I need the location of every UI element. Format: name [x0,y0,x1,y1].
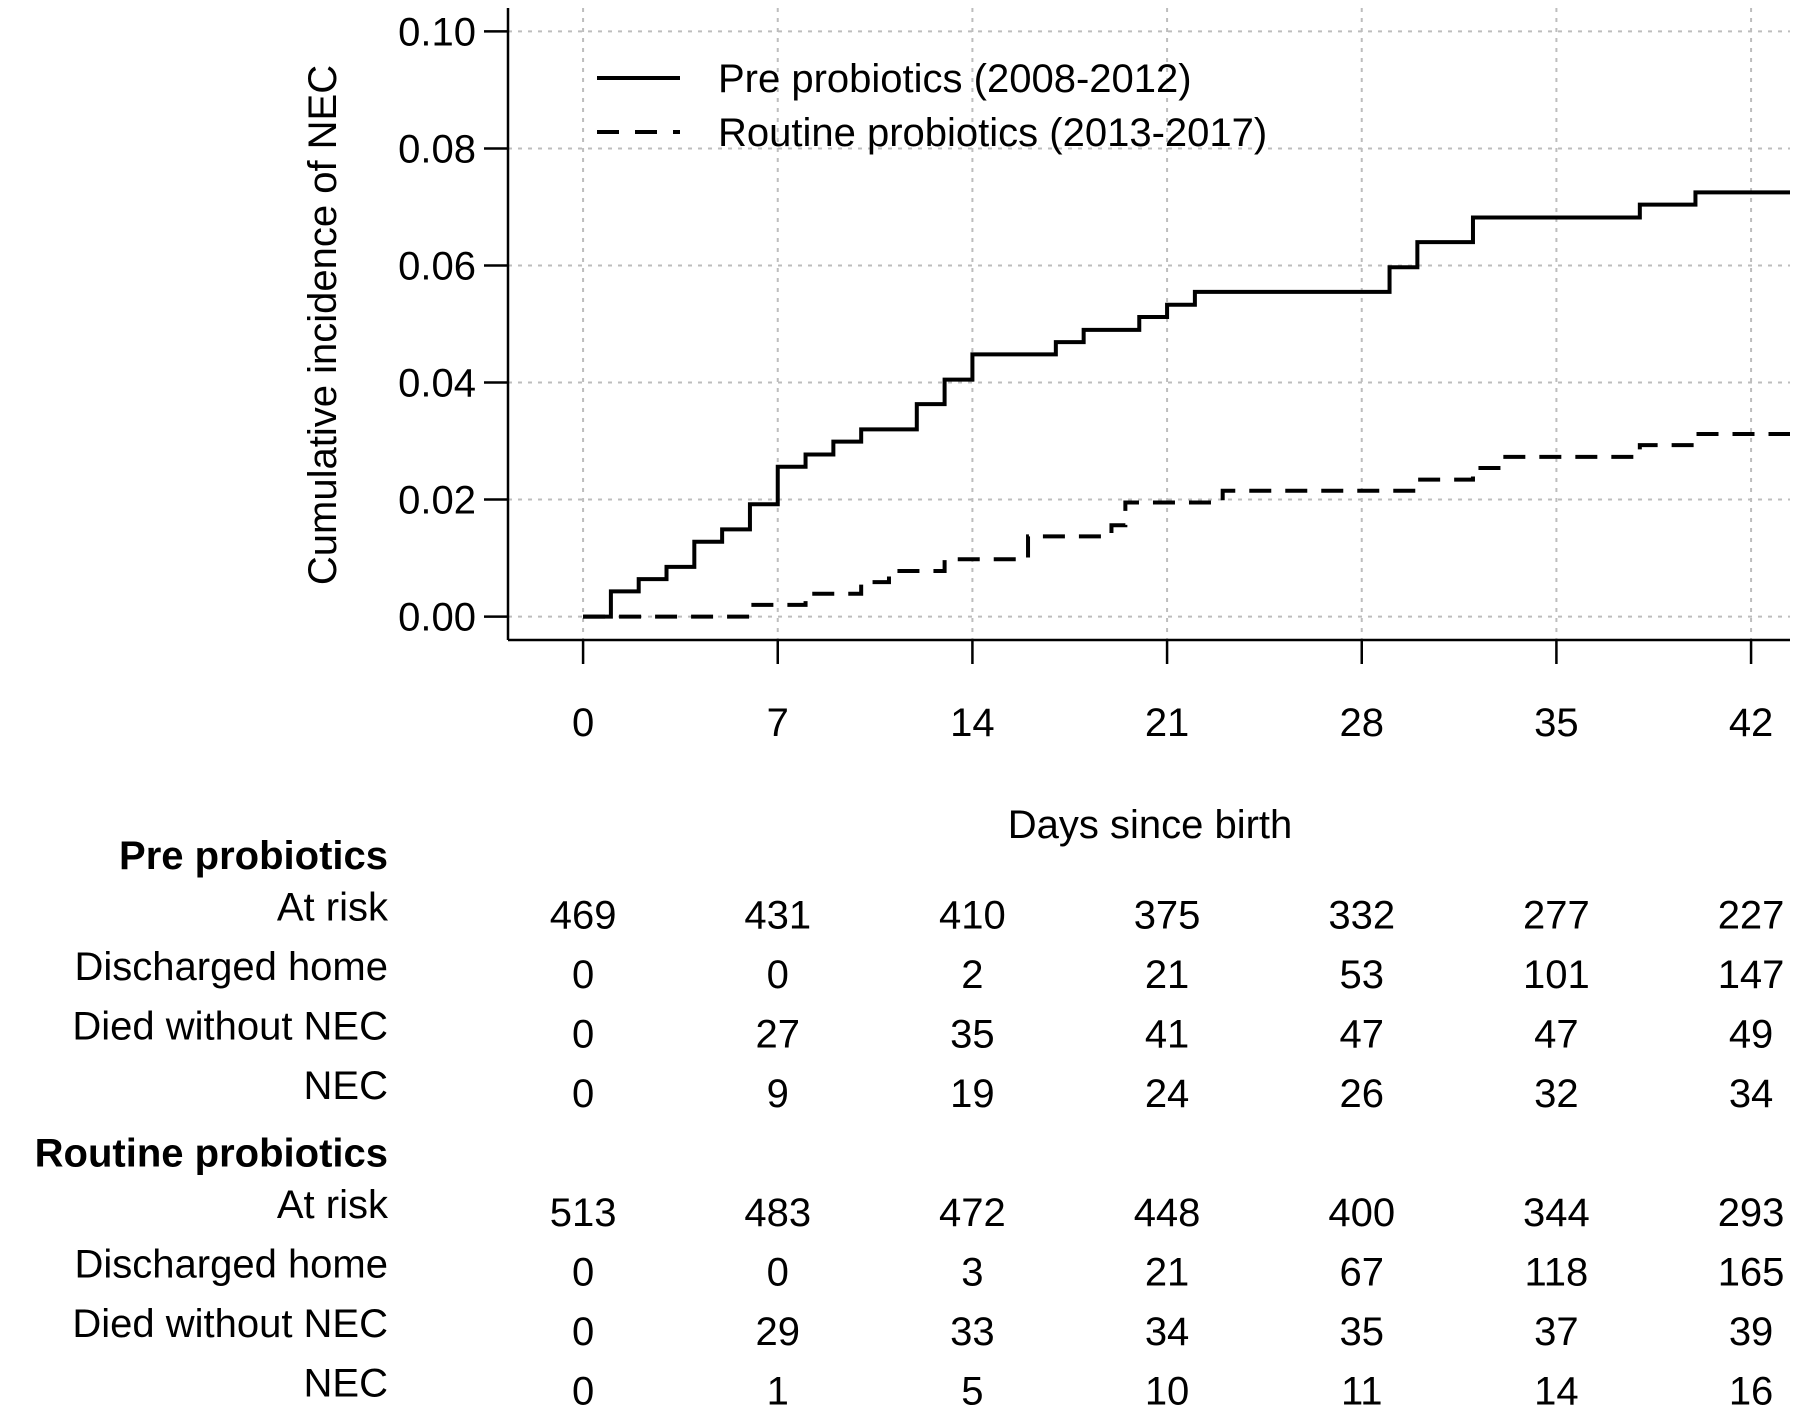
x-tick-label-6: 42 [1729,701,1774,745]
series-lines [583,190,1790,619]
risk-cell-0-3-3: 24 [1145,1072,1190,1116]
risk-cell-0-3-0: 0 [572,1072,594,1116]
risk-row-label-1-2: Died without NEC [72,1302,388,1346]
risk-cell-0-2-4: 47 [1339,1013,1384,1057]
risk-cell-1-2-1: 29 [755,1310,800,1354]
grid-lines [508,8,1790,640]
risk-cell-1-3-1: 1 [767,1370,789,1405]
risk-cell-1-2-6: 39 [1729,1310,1774,1354]
legend: Pre probiotics (2008-2012) Routine probio… [597,57,1267,155]
y-axis-label: Cumulative incidence of NEC [301,65,345,585]
risk-cell-0-1-1: 0 [767,953,789,997]
risk-cell-1-2-4: 35 [1339,1310,1384,1354]
risk-cell-1-2-3: 34 [1145,1310,1190,1354]
risk-cell-1-1-3: 21 [1145,1251,1190,1295]
risk-row-label-0-1: Discharged home [75,945,389,989]
risk-row-label-1-0: At risk [277,1183,389,1227]
risk-cell-1-1-5: 118 [1525,1251,1589,1295]
risk-cell-0-0-4: 332 [1328,894,1395,938]
axes: 0.00 0.02 0.04 0.06 0.08 0.10 0 7 14 21 28 35 42 [398,8,1790,745]
risk-cell-1-0-4: 400 [1328,1191,1395,1235]
x-axis-label: Days since birth [1008,803,1293,847]
risk-cell-1-2-2: 33 [950,1310,995,1354]
risk-row-label-0-3: NEC [304,1064,388,1108]
x-tick-label-4: 28 [1339,701,1384,745]
risk-cell-0-0-3: 375 [1134,894,1201,938]
risk-cell-1-1-1: 0 [767,1251,789,1295]
risk-cell-1-0-6: 293 [1718,1191,1785,1235]
y-tick-label-5: 0.10 [398,10,476,54]
risk-cell-1-3-2: 5 [961,1370,983,1405]
risk-group-title-0: Pre probiotics [119,834,388,878]
legend-label-0: Pre probiotics (2008-2012) [718,57,1192,101]
risk-cell-0-2-3: 41 [1145,1013,1190,1057]
risk-cell-0-3-1: 9 [767,1072,789,1116]
risk-cell-0-2-2: 35 [950,1013,995,1057]
risk-cell-0-3-5: 32 [1534,1072,1579,1116]
risk-cell-1-1-4: 67 [1339,1251,1384,1295]
risk-cell-0-1-5: 101 [1523,953,1590,997]
risk-cell-1-3-4: 11 [1341,1370,1383,1405]
risk-cell-1-3-0: 0 [572,1370,594,1405]
risk-cell-1-1-2: 3 [961,1251,983,1295]
risk-cell-0-0-5: 277 [1523,894,1590,938]
y-tick-label-1: 0.02 [398,479,476,523]
series-line-0 [583,190,1790,619]
x-tick-label-5: 35 [1534,701,1579,745]
legend-label-1: Routine probiotics (2013-2017) [718,111,1267,155]
risk-cell-0-1-3: 21 [1145,953,1190,997]
risk-cell-1-0-3: 448 [1134,1191,1201,1235]
x-tick-label-1: 7 [767,701,789,745]
risk-cell-0-1-2: 2 [961,953,983,997]
risk-row-label-1-1: Discharged home [75,1243,389,1287]
risk-cell-0-1-6: 147 [1718,953,1785,997]
risk-cell-0-0-6: 227 [1718,894,1785,938]
risk-cell-1-2-5: 37 [1534,1310,1579,1354]
risk-cell-0-2-5: 47 [1534,1013,1579,1057]
risk-cell-0-3-4: 26 [1339,1072,1384,1116]
x-tick-label-0: 0 [572,701,594,745]
risk-row-label-1-3: NEC [304,1362,388,1405]
risk-cell-1-2-0: 0 [572,1310,594,1354]
risk-cell-1-3-5: 14 [1534,1370,1579,1405]
risk-cell-1-0-5: 344 [1523,1191,1590,1235]
risk-cell-1-1-0: 0 [572,1251,594,1295]
risk-cell-0-1-4: 53 [1339,953,1384,997]
risk-cell-1-0-2: 472 [939,1191,1006,1235]
risk-cell-0-2-1: 27 [755,1013,800,1057]
risk-cell-0-2-0: 0 [572,1013,594,1057]
risk-cell-1-0-1: 483 [744,1191,811,1235]
risk-cell-0-3-2: 19 [950,1072,995,1116]
x-tick-label-3: 21 [1145,701,1190,745]
risk-group-title-1: Routine probiotics [35,1132,388,1176]
x-tick-label-2: 14 [950,701,995,745]
risk-cell-1-1-6: 165 [1718,1251,1785,1295]
risk-row-label-0-0: At risk [277,886,389,930]
y-tick-label-3: 0.06 [398,244,476,288]
y-tick-label-0: 0.00 [398,596,476,640]
risk-cell-1-3-6: 16 [1729,1370,1774,1405]
risk-cell-0-3-6: 34 [1729,1072,1774,1116]
y-tick-label-4: 0.08 [398,127,476,171]
risk-row-label-0-2: Died without NEC [72,1005,388,1049]
risk-cell-0-0-1: 431 [744,894,811,938]
risk-cell-1-0-0: 513 [550,1191,617,1235]
risk-cell-0-1-0: 0 [572,953,594,997]
series-line-1 [583,432,1790,619]
risk-cell-0-0-2: 410 [939,894,1006,938]
risk-cell-1-3-3: 10 [1145,1370,1190,1405]
risk-cell-0-2-6: 49 [1729,1013,1774,1057]
y-tick-label-2: 0.04 [398,362,476,406]
risk-cell-0-0-0: 469 [550,894,617,938]
